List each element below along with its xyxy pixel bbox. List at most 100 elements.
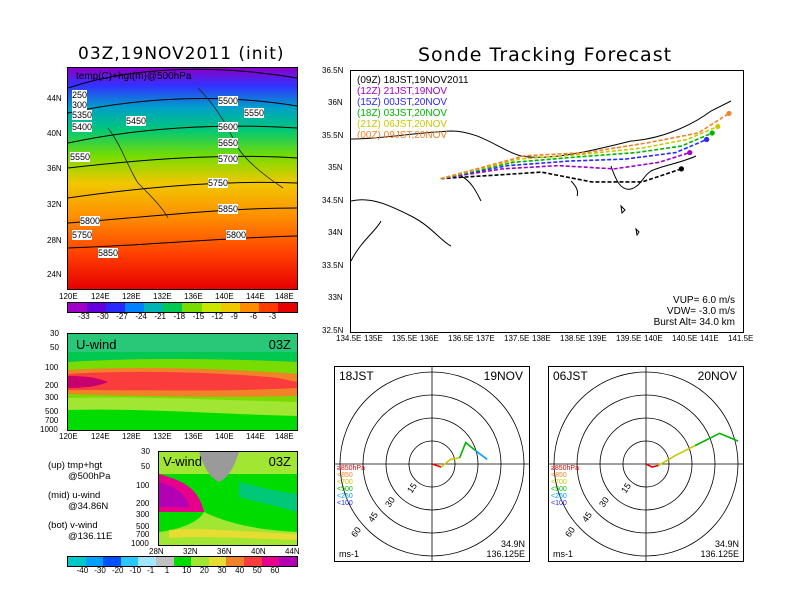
colorbar-label: -24 bbox=[135, 312, 147, 321]
hodo-loc: 34.9N 136.125E bbox=[700, 539, 739, 559]
legend-note-line: @500hPa bbox=[68, 471, 111, 482]
hodo-levels: ≥850hPa <850 <700 <500 <250 <100 bbox=[551, 465, 579, 507]
track-lon-tick: 140E bbox=[644, 334, 663, 343]
hodo-loc-lat: 34.9N bbox=[714, 539, 739, 549]
track-series-line bbox=[440, 132, 713, 180]
vwind-label: V-wind bbox=[163, 454, 203, 469]
contour-label: 5350 bbox=[72, 110, 93, 120]
vwind-ptick: 200 bbox=[136, 499, 150, 508]
lon-tick: 132E bbox=[153, 292, 172, 301]
colorbar-label: 50 bbox=[252, 566, 262, 575]
lat-tick: 28N bbox=[47, 236, 62, 245]
hodo-level: ≥850hPa bbox=[551, 465, 579, 472]
track-lat-tick: 35N bbox=[328, 163, 343, 172]
hodo-trace bbox=[431, 463, 442, 468]
track-lon-tick: 136.5E bbox=[448, 334, 474, 343]
vwind-ptick: 300 bbox=[136, 510, 150, 519]
colorbar-cell bbox=[120, 557, 139, 566]
hodo-level: <100 bbox=[337, 500, 353, 507]
uwind-lon-tick: 132E bbox=[153, 432, 172, 441]
track-legend-item: (21Z) 06JST,20NOV bbox=[357, 119, 448, 130]
colorbar-label: -12 bbox=[211, 312, 224, 321]
hodograph-left-svg bbox=[335, 367, 529, 561]
colorbar-label: -15 bbox=[192, 312, 205, 321]
track-legend-item: (18Z) 03JST,20NOV bbox=[357, 108, 448, 119]
wind-colorbar bbox=[67, 556, 298, 567]
contour-label: 5750 bbox=[208, 178, 229, 188]
contour-label: 5600 bbox=[218, 122, 239, 132]
legend-note-up: (up) tmp+hgt @500hPa bbox=[48, 460, 110, 482]
uwind-ptick: 50 bbox=[50, 343, 59, 352]
hodo-trace bbox=[645, 463, 659, 468]
colorbar-cell bbox=[85, 557, 104, 566]
legend-note-line: (up) tmp+hgt bbox=[48, 460, 103, 471]
track-lat-tick: 36N bbox=[328, 98, 343, 107]
uwind-lon-tick: 136E bbox=[184, 432, 203, 441]
colorbar-label: -33 bbox=[78, 312, 90, 321]
contour-label: 5800 bbox=[80, 216, 101, 226]
right-title: Sonde Tracking Forecast bbox=[418, 44, 673, 66]
track-legend-item: (09Z) 18JST,19NOV2011 bbox=[357, 75, 469, 86]
colorbar-cell bbox=[68, 557, 86, 566]
colorbar-cell bbox=[239, 303, 259, 312]
colorbar-label: -30 bbox=[97, 312, 109, 321]
track-series-line bbox=[440, 168, 682, 183]
colorbar-cell bbox=[156, 557, 174, 566]
hodo-level: <500 bbox=[337, 486, 353, 493]
contour-label: 5800 bbox=[226, 230, 247, 240]
lat-tick: 36N bbox=[47, 164, 62, 173]
track-lon-tick: 134.5E bbox=[336, 334, 362, 343]
colorbar-cell bbox=[191, 557, 209, 566]
param-line: Burst Alt= 34.0 km bbox=[653, 317, 735, 328]
vwind-lat-tick: 36N bbox=[217, 547, 232, 556]
track-series-line bbox=[440, 112, 730, 180]
left-title: 03Z,19NOV2011 (init) bbox=[78, 44, 285, 64]
hodo-unit: ms-1 bbox=[339, 549, 359, 559]
colorbar-cell bbox=[220, 303, 240, 312]
hodo-level: <850 bbox=[551, 472, 567, 479]
colorbar-cell bbox=[244, 557, 262, 566]
uwind-ptick: 300 bbox=[45, 393, 59, 402]
uwind-label: U-wind bbox=[76, 337, 117, 352]
wind-colorbar-labels: -40 -30 -20 -10 -1 1 10 20 30 40 50 60 bbox=[67, 566, 296, 576]
lon-tick: 144E bbox=[246, 292, 265, 301]
contour-label: 5650 bbox=[218, 138, 239, 148]
track-map: (09Z) 18JST,19NOV2011 (12Z) 21JST,19NOV … bbox=[350, 70, 744, 333]
lon-tick: 136E bbox=[184, 292, 203, 301]
track-burst-point bbox=[709, 130, 715, 136]
colorbar-label: -1 bbox=[147, 566, 155, 575]
uwind-ptick: 100 bbox=[45, 363, 59, 372]
track-lat-tick: 35.5N bbox=[322, 131, 344, 140]
contour-label: 5450 bbox=[126, 116, 147, 126]
vwind-lat-tick: 44N bbox=[285, 547, 300, 556]
hodo-date: 20NOV bbox=[697, 369, 737, 383]
contour-label: 5500 bbox=[218, 96, 239, 106]
track-lat-tick: 33N bbox=[328, 293, 343, 302]
track-lon-tick: 139.5E bbox=[616, 334, 642, 343]
uwind-lon-tick: 140E bbox=[215, 432, 234, 441]
colorbar-cell bbox=[279, 557, 297, 566]
colorbar-cell bbox=[138, 557, 157, 566]
hodo-level: <700 bbox=[337, 479, 353, 486]
hodo-trace bbox=[474, 449, 488, 461]
lat-tick: 24N bbox=[47, 270, 62, 279]
legend-note-bot: (bot) v-wind @136.11E bbox=[48, 520, 112, 542]
contour-label: 250 bbox=[72, 90, 88, 100]
track-params: VUP= 6.0 m/s VDW= -3.0 m/s Burst Alt= 34… bbox=[654, 295, 735, 328]
uwind-ptick: 30 bbox=[50, 329, 59, 338]
uwind-ptick: 200 bbox=[45, 381, 59, 390]
hodo-trace bbox=[657, 444, 696, 467]
track-lon-tick: 138E bbox=[532, 334, 551, 343]
contour-label: 5400 bbox=[72, 122, 93, 132]
colorbar-cell bbox=[182, 303, 202, 312]
track-lon-tick: 137.5E bbox=[504, 334, 530, 343]
legend-note-line: @136.11E bbox=[68, 531, 113, 542]
colorbar-label: 10 bbox=[182, 566, 192, 575]
track-lon-tick: 135E bbox=[364, 334, 383, 343]
uwind-lon-tick: 124E bbox=[91, 432, 110, 441]
vwind-ptick: 50 bbox=[141, 462, 150, 471]
track-lon-tick: 141E bbox=[700, 334, 719, 343]
hodograph-left: 18JST 19NOV ≥850hPa <850 <700 <500 <250 … bbox=[334, 366, 530, 562]
colorbar-cell bbox=[87, 303, 107, 312]
hodo-date: 19NOV bbox=[483, 369, 523, 383]
